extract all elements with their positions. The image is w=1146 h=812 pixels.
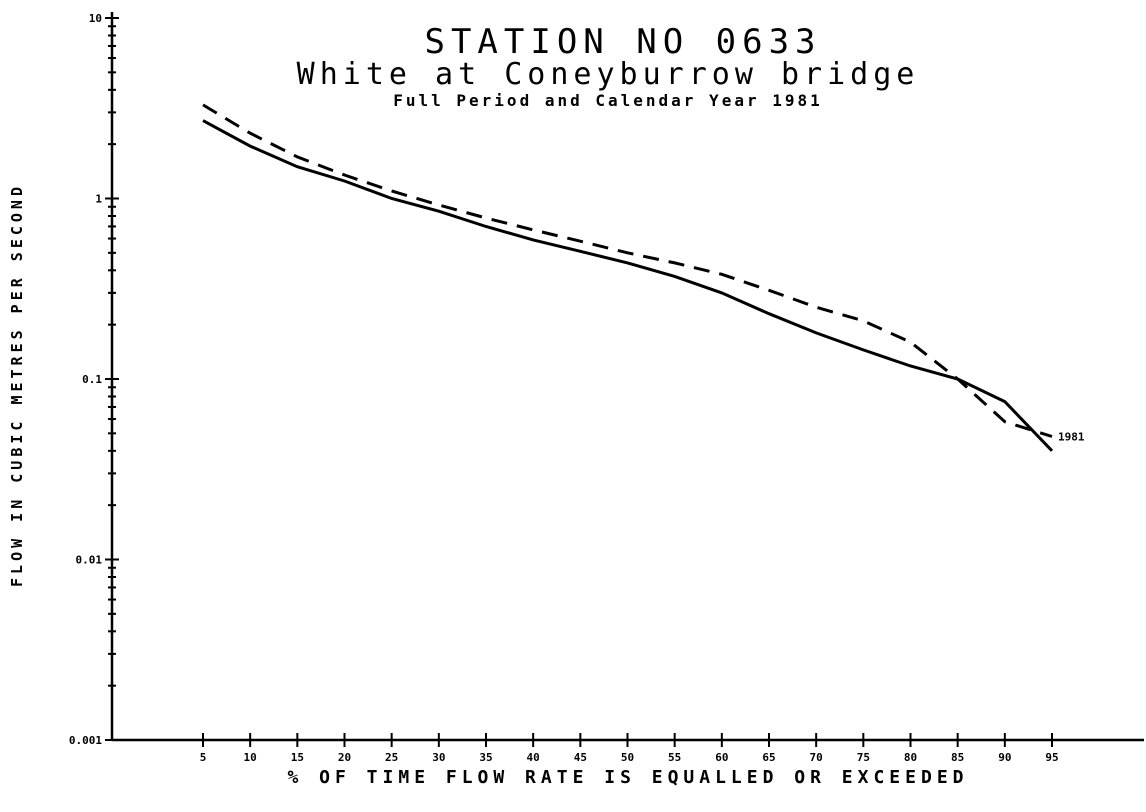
x-tick-label: 95	[1045, 751, 1058, 764]
x-tick-label: 40	[527, 751, 540, 764]
x-tick-label: 70	[810, 751, 823, 764]
x-tick-label: 85	[951, 751, 964, 764]
x-tick-label: 75	[857, 751, 870, 764]
x-tick-label: 90	[998, 751, 1011, 764]
x-tick-label: 55	[668, 751, 681, 764]
series-lines: 1981	[202, 103, 1085, 452]
x-tick-label: 65	[762, 751, 775, 764]
chart-title: STATION NO 0633	[424, 22, 821, 62]
x-tick-label: 45	[574, 751, 587, 764]
x-tick-label: 50	[621, 751, 634, 764]
x-tick-label: 5	[200, 751, 207, 764]
y-tick-label: 10	[89, 12, 102, 25]
y-axis-ticks: 0.001 0.01 0.1 1 10	[69, 12, 119, 747]
x-tick-label: 80	[904, 751, 917, 764]
x-tick-label: 30	[432, 751, 445, 764]
series-line-full-period	[202, 119, 1054, 452]
x-tick-label: 25	[385, 751, 398, 764]
x-tick-label: 20	[338, 751, 351, 764]
y-tick-label: 1	[95, 193, 102, 206]
chart-subtitle: White at Coneyburrow bridge	[297, 57, 920, 92]
axes	[110, 12, 1144, 742]
x-tick-label: 15	[291, 751, 304, 764]
y-axis-label: FLOW IN CUBIC METRES PER SECOND	[8, 183, 26, 587]
x-tick-label: 10	[244, 751, 257, 764]
y-tick-label: 0.01	[76, 554, 103, 567]
series-line-1981	[202, 103, 1053, 438]
y-tick-label: 0.1	[82, 373, 102, 386]
x-axis-label: % OF TIME FLOW RATE IS EQUALLED OR EXCEE…	[288, 767, 969, 788]
y-tick-label: 0.001	[69, 734, 102, 747]
x-tick-label: 35	[479, 751, 492, 764]
series-label: 1981	[1058, 431, 1085, 444]
x-tick-label: 60	[715, 751, 728, 764]
chart-subtitle-period: Full Period and Calendar Year 1981	[393, 91, 823, 110]
x-axis-ticks: 5 10 15 20 25 30 35 40 45 50 55 60 65 70 75 80 85 90 95	[200, 733, 1059, 764]
